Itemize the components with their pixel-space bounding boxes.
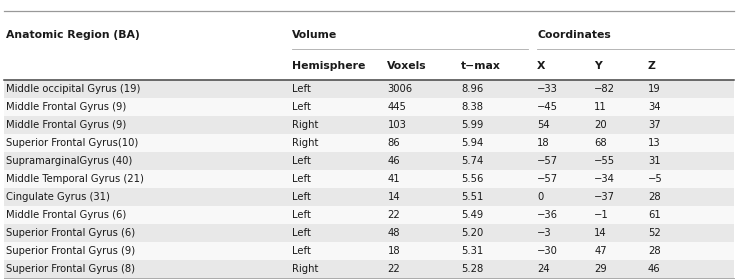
Text: Superior Frontal Gyrus(10): Superior Frontal Gyrus(10) — [6, 138, 138, 148]
Text: Anatomic Region (BA): Anatomic Region (BA) — [6, 30, 139, 40]
Bar — [4, 242, 734, 259]
Bar — [4, 98, 734, 116]
Text: 14: 14 — [594, 228, 607, 238]
Text: 19: 19 — [648, 83, 661, 93]
Text: Z: Z — [648, 61, 656, 71]
Text: 54: 54 — [537, 119, 550, 129]
Text: 28: 28 — [648, 246, 661, 256]
Text: Cingulate Gyrus (31): Cingulate Gyrus (31) — [6, 192, 110, 201]
Bar — [4, 151, 734, 170]
Text: 5.20: 5.20 — [461, 228, 483, 238]
Text: −57: −57 — [537, 174, 559, 184]
Text: −30: −30 — [537, 246, 558, 256]
Text: −5: −5 — [648, 174, 663, 184]
Text: Middle Frontal Gyrus (6): Middle Frontal Gyrus (6) — [6, 210, 126, 220]
Text: 86: 86 — [387, 138, 400, 148]
Text: Voxels: Voxels — [387, 61, 427, 71]
Text: Left: Left — [292, 192, 311, 201]
Text: −82: −82 — [594, 83, 615, 93]
Text: 34: 34 — [648, 102, 661, 112]
Text: 5.74: 5.74 — [461, 156, 483, 165]
Text: 18: 18 — [387, 246, 400, 256]
Text: 37: 37 — [648, 119, 661, 129]
Text: t−max: t−max — [461, 61, 501, 71]
Text: Left: Left — [292, 156, 311, 165]
Text: Left: Left — [292, 102, 311, 112]
Bar — [4, 259, 734, 278]
Text: Y: Y — [594, 61, 602, 71]
Text: Middle Frontal Gyrus (9): Middle Frontal Gyrus (9) — [6, 102, 126, 112]
Bar — [4, 116, 734, 134]
Text: −55: −55 — [594, 156, 615, 165]
Text: 14: 14 — [387, 192, 400, 201]
Text: −36: −36 — [537, 210, 558, 220]
Text: 3006: 3006 — [387, 83, 413, 93]
Text: 22: 22 — [387, 210, 400, 220]
Text: −1: −1 — [594, 210, 609, 220]
Text: 5.49: 5.49 — [461, 210, 483, 220]
Text: SupramarginalGyrus (40): SupramarginalGyrus (40) — [6, 156, 132, 165]
Text: 48: 48 — [387, 228, 400, 238]
Text: Middle occipital Gyrus (19): Middle occipital Gyrus (19) — [6, 83, 140, 93]
Text: 5.51: 5.51 — [461, 192, 483, 201]
Text: Left: Left — [292, 83, 311, 93]
Text: Hemisphere: Hemisphere — [292, 61, 365, 71]
Text: Middle Frontal Gyrus (9): Middle Frontal Gyrus (9) — [6, 119, 126, 129]
Text: Left: Left — [292, 210, 311, 220]
Text: Middle Temporal Gyrus (21): Middle Temporal Gyrus (21) — [6, 174, 144, 184]
Text: −37: −37 — [594, 192, 615, 201]
Text: Right: Right — [292, 119, 318, 129]
Bar — [4, 170, 734, 187]
Text: Left: Left — [292, 246, 311, 256]
Text: 24: 24 — [537, 264, 550, 274]
Text: 41: 41 — [387, 174, 400, 184]
Text: 61: 61 — [648, 210, 661, 220]
Text: 5.94: 5.94 — [461, 138, 483, 148]
Text: 13: 13 — [648, 138, 661, 148]
Text: 46: 46 — [387, 156, 400, 165]
Text: 8.96: 8.96 — [461, 83, 483, 93]
Text: −57: −57 — [537, 156, 559, 165]
Text: −45: −45 — [537, 102, 558, 112]
Text: 18: 18 — [537, 138, 550, 148]
Text: Volume: Volume — [292, 30, 337, 40]
Text: −33: −33 — [537, 83, 558, 93]
Text: Superior Frontal Gyrus (9): Superior Frontal Gyrus (9) — [6, 246, 135, 256]
Text: 0: 0 — [537, 192, 543, 201]
Text: Right: Right — [292, 138, 318, 148]
Text: 31: 31 — [648, 156, 661, 165]
Text: 5.99: 5.99 — [461, 119, 483, 129]
Bar — [4, 134, 734, 151]
Text: Coordinates: Coordinates — [537, 30, 611, 40]
Bar — [4, 206, 734, 223]
Text: 5.28: 5.28 — [461, 264, 483, 274]
Text: 103: 103 — [387, 119, 407, 129]
Text: 20: 20 — [594, 119, 607, 129]
Text: 445: 445 — [387, 102, 407, 112]
Text: Left: Left — [292, 228, 311, 238]
Text: 52: 52 — [648, 228, 661, 238]
Text: 47: 47 — [594, 246, 607, 256]
Bar — [4, 80, 734, 98]
Text: 68: 68 — [594, 138, 607, 148]
Text: Superior Frontal Gyrus (6): Superior Frontal Gyrus (6) — [6, 228, 135, 238]
Text: 11: 11 — [594, 102, 607, 112]
Bar — [4, 187, 734, 206]
Text: 5.31: 5.31 — [461, 246, 483, 256]
Text: Left: Left — [292, 174, 311, 184]
Text: −34: −34 — [594, 174, 615, 184]
Text: −3: −3 — [537, 228, 552, 238]
Text: 5.56: 5.56 — [461, 174, 483, 184]
Text: 29: 29 — [594, 264, 607, 274]
Text: X: X — [537, 61, 545, 71]
Text: 8.38: 8.38 — [461, 102, 483, 112]
Bar — [4, 223, 734, 242]
Text: 22: 22 — [387, 264, 400, 274]
Text: 46: 46 — [648, 264, 661, 274]
Text: 28: 28 — [648, 192, 661, 201]
Text: Superior Frontal Gyrus (8): Superior Frontal Gyrus (8) — [6, 264, 135, 274]
Text: Right: Right — [292, 264, 318, 274]
